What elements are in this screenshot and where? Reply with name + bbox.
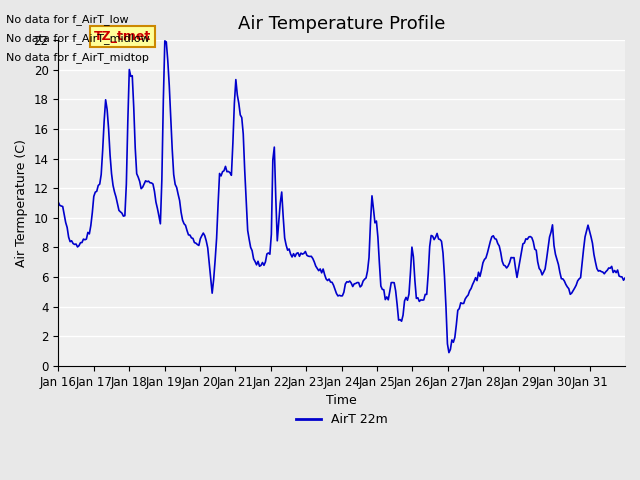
X-axis label: Time: Time	[326, 394, 357, 407]
Text: TZ_tmet: TZ_tmet	[93, 30, 151, 43]
Text: No data for f_AirT_midlow: No data for f_AirT_midlow	[6, 33, 150, 44]
Text: No data for f_AirT_low: No data for f_AirT_low	[6, 13, 129, 24]
Text: No data for f_AirT_midtop: No data for f_AirT_midtop	[6, 52, 149, 63]
Title: Air Temperature Profile: Air Temperature Profile	[238, 15, 445, 33]
Legend: AirT 22m: AirT 22m	[291, 408, 392, 432]
Y-axis label: Air Termperature (C): Air Termperature (C)	[15, 139, 28, 267]
